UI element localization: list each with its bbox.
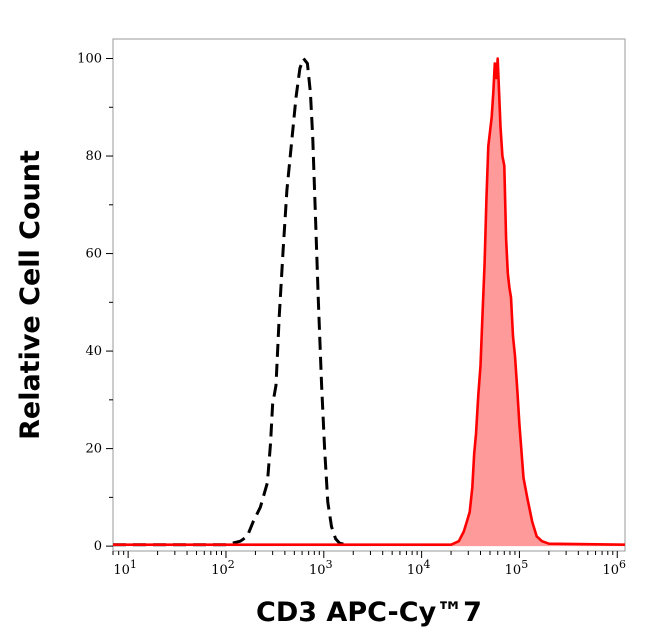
x-tick-label: 102 xyxy=(211,558,235,578)
x-axis-title: CD3 APC-Cy™7 xyxy=(256,597,482,628)
stained-histogram-line xyxy=(113,57,626,546)
plot-frame xyxy=(112,38,626,552)
y-axis-title: Relative Cell Count xyxy=(15,150,46,440)
y-tick-label: 100 xyxy=(77,52,102,67)
y-tick-label: 80 xyxy=(85,149,102,164)
x-tick-label: 106 xyxy=(602,558,626,578)
series-layer xyxy=(113,57,626,547)
x-tick-label: 101 xyxy=(113,558,137,578)
x-tick-label: 105 xyxy=(505,558,529,578)
y-tick-label: 40 xyxy=(85,344,102,359)
x-tick-label: 104 xyxy=(407,558,431,578)
y-tick-label: 0 xyxy=(94,539,102,554)
axis-ticks: 0 20 40 60 80 100 101 102 103 104 105 106 xyxy=(77,52,626,578)
y-tick-label: 20 xyxy=(85,442,102,457)
x-tick-label: 103 xyxy=(309,558,333,578)
y-tick-label: 60 xyxy=(85,247,102,262)
isotype-histogram-line xyxy=(113,57,347,547)
stained-histogram-fill xyxy=(113,58,625,547)
